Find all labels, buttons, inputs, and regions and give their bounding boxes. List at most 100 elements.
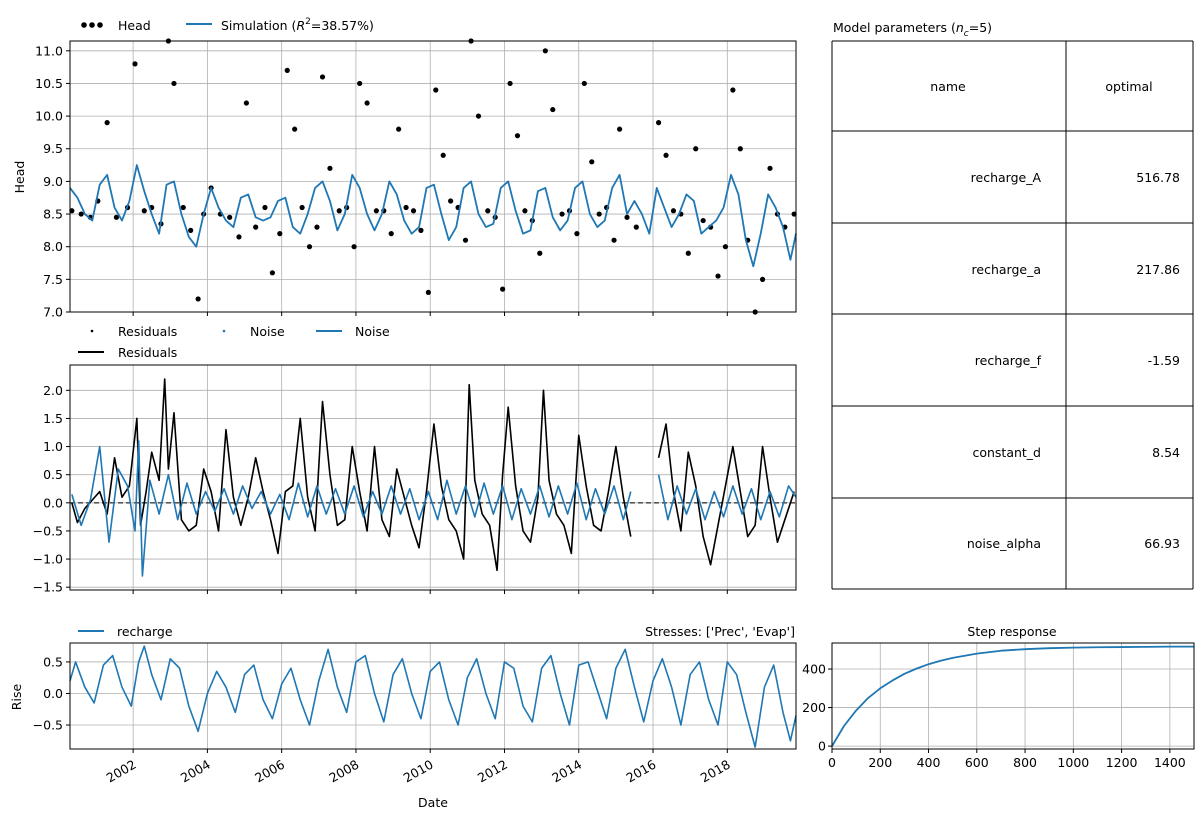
residuals-axes-frame bbox=[69, 364, 797, 591]
head-observation-point bbox=[292, 126, 298, 132]
step-xtick-label: 600 bbox=[965, 755, 989, 770]
noise-legend-line-label: Noise bbox=[355, 324, 390, 339]
head-observation-point bbox=[448, 198, 454, 204]
residuals-ytick-label: 2.0 bbox=[43, 383, 63, 398]
recharge-yticks: −0.5 0.0 0.5 bbox=[33, 654, 70, 733]
head-observation-point bbox=[373, 208, 379, 214]
residuals-legend: Residuals Noise Noise Residuals bbox=[78, 324, 390, 360]
head-observation-point bbox=[624, 214, 630, 220]
head-observation-point bbox=[730, 87, 736, 93]
recharge-xticks: 2002 2004 2006 2008 2010 2012 2014 2016 2018 bbox=[104, 749, 733, 786]
table-header-name: name bbox=[930, 79, 966, 94]
head-observation-point bbox=[269, 270, 275, 276]
head-ytick-label: 9.5 bbox=[43, 141, 63, 156]
step-xtick-label: 1000 bbox=[1057, 755, 1089, 770]
step-response-line bbox=[831, 645, 1194, 747]
head-yticks: 7.0 7.5 8.0 8.5 9.0 9.5 10.0 10.5 11.0 bbox=[35, 43, 70, 320]
recharge-xtick-label: 2002 bbox=[104, 757, 139, 786]
step-xtick-label: 200 bbox=[868, 755, 892, 770]
head-axes-frame bbox=[69, 40, 797, 313]
head-ytick-label: 8.5 bbox=[43, 207, 63, 222]
date-xlabel: Date bbox=[418, 795, 448, 810]
recharge-xtick-label: 2006 bbox=[252, 757, 287, 786]
head-observation-point bbox=[180, 204, 186, 211]
step-xtick-label: 0 bbox=[828, 755, 836, 770]
head-observation-point bbox=[314, 224, 320, 230]
recharge-xtick-label: 2004 bbox=[178, 757, 213, 786]
head-observation-point bbox=[104, 120, 110, 126]
param-name-cell: recharge_f bbox=[975, 353, 1042, 368]
residuals-legend-marker bbox=[90, 329, 94, 333]
head-observation-point bbox=[69, 208, 75, 214]
head-plot: 7.0 7.5 8.0 8.5 9.0 9.5 10.0 10.5 11.0 Head bbox=[12, 38, 797, 320]
head-legend-marker bbox=[97, 22, 103, 28]
residuals-legend-line-label: Residuals bbox=[118, 345, 177, 360]
head-observation-point bbox=[507, 80, 513, 87]
residuals-legend-marker-label: Residuals bbox=[118, 324, 177, 339]
head-series bbox=[69, 38, 797, 315]
head-observation-point bbox=[195, 296, 201, 302]
recharge-xtick-label: 2012 bbox=[475, 757, 510, 786]
recharge-legend: recharge Stresses: ['Prec', 'Evap'] bbox=[78, 624, 795, 639]
head-observation-point bbox=[364, 100, 370, 106]
head-legend: Head Simulation (R2=38.57%) bbox=[81, 17, 374, 33]
head-observation-point bbox=[685, 250, 691, 256]
residuals-plot: −1.5 −1.0 −0.5 0.0 0.5 1.0 1.5 2.0 bbox=[33, 364, 797, 595]
recharge-xtick-label: 2010 bbox=[401, 757, 436, 786]
residuals-series bbox=[71, 378, 797, 577]
head-xtickmarks bbox=[132, 312, 728, 316]
head-observation-point bbox=[617, 126, 623, 132]
head-observation-point bbox=[475, 113, 482, 119]
head-observation-point bbox=[351, 244, 357, 250]
param-value-cell: 66.93 bbox=[1144, 536, 1180, 551]
param-name-cell: noise_alpha bbox=[967, 536, 1041, 551]
head-observation-point bbox=[485, 208, 491, 214]
head-observation-point bbox=[388, 231, 394, 237]
head-observation-point bbox=[433, 87, 439, 93]
parameters-table: Model parameters (nc=5) name optimal rec… bbox=[831, 20, 1194, 590]
head-observation-point bbox=[767, 165, 773, 171]
noise-line bbox=[657, 474, 797, 521]
step-axes-frame bbox=[831, 642, 1195, 750]
head-grid bbox=[70, 41, 796, 313]
recharge-xtick-label: 2016 bbox=[623, 757, 658, 786]
param-value-cell: 516.78 bbox=[1136, 170, 1180, 185]
noise-line bbox=[71, 440, 632, 577]
head-observation-point bbox=[306, 244, 313, 250]
step-series bbox=[831, 645, 1194, 747]
head-observation-point bbox=[440, 152, 446, 158]
head-observation-point bbox=[141, 208, 147, 214]
residuals-ytick-label: 1.5 bbox=[43, 411, 63, 426]
head-observation-point bbox=[277, 231, 283, 237]
param-value-cell: 217.86 bbox=[1136, 262, 1180, 277]
head-observation-point bbox=[262, 204, 268, 211]
head-observation-point bbox=[522, 208, 528, 214]
residuals-ytick-label: 0.0 bbox=[43, 495, 63, 510]
param-name-cell: recharge_a bbox=[972, 262, 1041, 277]
recharge-axes-frame bbox=[69, 642, 797, 750]
step-response-plot: Step response 0 200 400 600 800 1000 1200 14000… bbox=[802, 624, 1195, 770]
head-legend-label: Head bbox=[118, 18, 151, 33]
step-xtick-label: 1200 bbox=[1106, 755, 1138, 770]
head-observation-point bbox=[559, 211, 565, 217]
head-observation-point bbox=[722, 244, 729, 250]
recharge-ytick-label: −0.5 bbox=[33, 718, 63, 733]
head-ytick-label: 10.0 bbox=[35, 109, 63, 124]
head-observation-point bbox=[78, 211, 84, 217]
step-ytick-label: 0 bbox=[818, 739, 826, 754]
head-observation-point bbox=[542, 48, 548, 54]
recharge-legend-label: recharge bbox=[117, 624, 173, 639]
head-ytick-label: 11.0 bbox=[35, 43, 63, 58]
recharge-grid bbox=[70, 643, 796, 749]
head-observation-point bbox=[253, 224, 259, 230]
residuals-ytick-label: −1.5 bbox=[33, 580, 63, 595]
parameters-title: Model parameters (nc=5) bbox=[833, 20, 992, 39]
residuals-ytick-label: −0.5 bbox=[33, 523, 63, 538]
head-observation-point bbox=[655, 120, 662, 126]
head-ytick-label: 8.0 bbox=[43, 239, 63, 254]
stresses-title: Stresses: ['Prec', 'Evap'] bbox=[645, 624, 795, 639]
head-observation-point bbox=[418, 227, 424, 233]
noise-legend-marker bbox=[222, 329, 226, 333]
step-xtick-label: 800 bbox=[1013, 755, 1037, 770]
step-response-title: Step response bbox=[967, 624, 1057, 639]
